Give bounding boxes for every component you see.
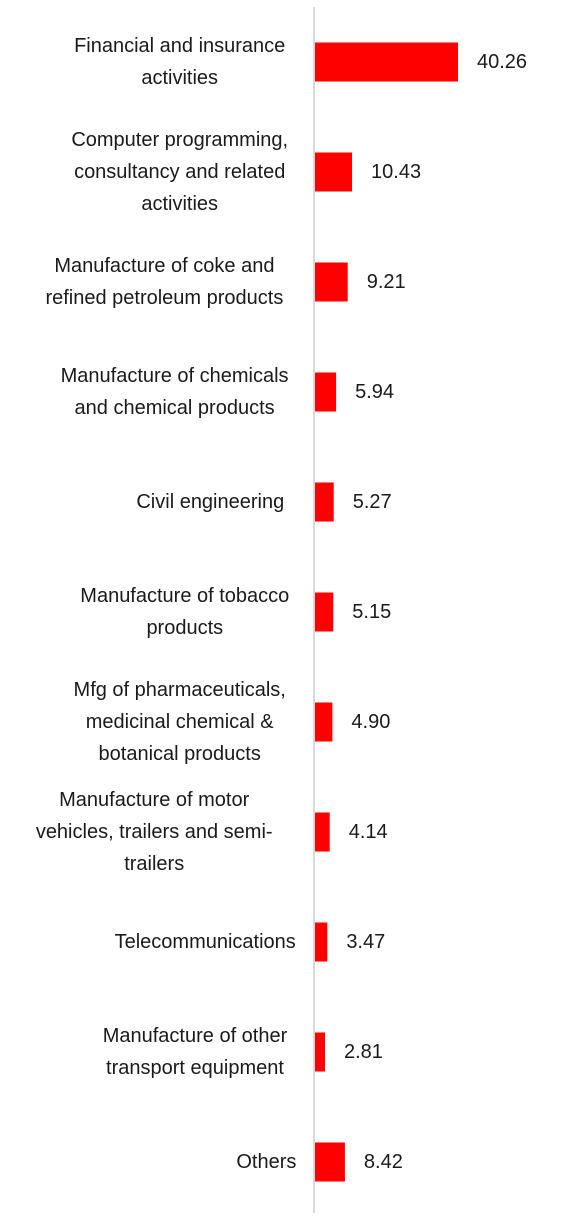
category-label-line: activities [141,193,218,215]
category-label-6: Mfg of pharmaceuticals, medicinal chemica… [74,679,286,765]
category-label-9: Manufacture of other transport equipment [103,1025,288,1079]
bars-layer [315,42,458,1182]
bar-2 [315,262,348,302]
bar-0 [315,42,458,82]
category-label-0: Financial and insurance activities [74,35,285,89]
category-label-line: Mfg of pharmaceuticals, [74,679,286,701]
value-label-5: 5.15 [352,601,391,623]
bar-1 [315,152,353,192]
value-label-0: 40.26 [477,51,527,73]
value-label-10: 8.42 [364,1151,403,1173]
value-label-1: 10.43 [371,161,421,183]
category-label-line: Manufacture of chemicals [61,365,289,387]
category-label-10: Others [236,1151,296,1173]
value-label-2: 9.21 [367,271,406,293]
value-label-3: 5.94 [355,381,394,403]
value-label-8: 3.47 [346,931,385,953]
category-label-line: vehicles, trailers and semi- [36,821,273,843]
category-label-line: and chemical products [75,397,275,419]
category-labels: Financial and insurance activitiesCompute… [36,35,297,1173]
category-label-line: Manufacture of motor [59,789,249,811]
category-label-line: Financial and insurance [74,35,285,57]
category-label-line: medicinal chemical & [86,711,275,733]
category-label-line: activities [141,67,218,89]
value-label-4: 5.27 [353,491,392,513]
category-label-line: Manufacture of tobacco [80,585,289,607]
category-label-7: Manufacture of motor vehicles, trailers a… [36,789,273,875]
bar-8 [315,922,328,962]
bar-5 [315,592,334,632]
category-label-line: Civil engineering [136,491,284,513]
category-label-line: Telecommunications [115,931,296,953]
category-label-line: Others [236,1151,296,1173]
value-label-9: 2.81 [344,1041,383,1063]
category-label-line: Computer programming, [71,129,288,151]
value-labels: 40.26 10.43 9.21 5.94 5.27 5.15 4.90 4.14 3.47 2.… [344,51,527,1173]
category-label-2: Manufacture of coke and refined petroleum… [45,255,283,309]
value-label-6: 4.90 [351,711,390,733]
category-label-4: Civil engineering [136,491,284,513]
category-label-line: transport equipment [106,1057,284,1079]
category-label-5: Manufacture of tobacco products [80,585,289,639]
bar-7 [315,812,330,852]
bar-6 [315,702,333,742]
category-label-1: Computer programming, consultancy and rel… [71,129,288,215]
bar-3 [315,372,337,412]
category-label-line: products [146,617,223,639]
category-label-3: Manufacture of chemicals and chemical pro… [61,365,289,419]
category-label-line: consultancy and related [74,161,285,183]
value-label-7: 4.14 [349,821,388,843]
category-label-line: refined petroleum products [45,287,283,309]
category-label-line: Manufacture of other [103,1025,288,1047]
bar-10 [315,1142,345,1182]
category-label-line: Manufacture of coke and [54,255,274,277]
bar-9 [315,1032,325,1072]
category-label-line: trailers [124,853,184,875]
category-label-8: Telecommunications [115,931,296,953]
bar-4 [315,482,334,522]
category-label-line: botanical products [99,743,261,765]
